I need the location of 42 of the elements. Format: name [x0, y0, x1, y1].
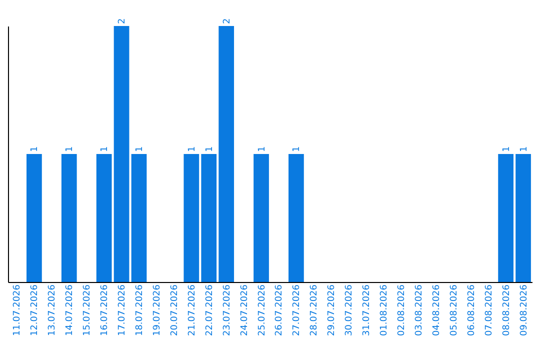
x-tick-label: 29.07.2026 [327, 284, 338, 336]
x-tick-label: 15.07.2026 [82, 284, 93, 336]
x-tick-label: 07.08.2026 [484, 284, 494, 336]
x-tick-label: 01.08.2026 [380, 284, 390, 336]
x-tick-label: 09.08.2026 [519, 284, 530, 336]
x-tick-label: 12.07.2026 [30, 284, 40, 336]
data-label: 2 [222, 18, 232, 24]
data-label: 1 [519, 146, 530, 152]
x-tick-label: 26.07.2026 [274, 284, 285, 336]
x-tick-label: 18.07.2026 [135, 284, 145, 336]
data-label: 1 [65, 146, 76, 152]
x-tick-label: 05.08.2026 [449, 284, 460, 336]
x-tick-label: 31.07.2026 [362, 284, 372, 336]
data-label: 1 [30, 146, 40, 152]
x-tick-label: 17.07.2026 [118, 284, 128, 336]
x-tick-label: 25.07.2026 [257, 284, 268, 336]
x-tick-label: 03.08.2026 [414, 284, 424, 336]
data-label: 1 [204, 146, 215, 152]
x-tick-label: 14.07.2026 [65, 284, 76, 336]
x-tick-label: 19.07.2026 [152, 284, 162, 336]
data-label: 1 [257, 146, 268, 152]
data-label: 1 [100, 146, 110, 152]
x-tick-label: 23.07.2026 [222, 284, 232, 336]
x-tick-label: 21.07.2026 [187, 284, 198, 336]
data-label: 1 [292, 146, 302, 152]
x-tick-label: 04.08.2026 [432, 284, 442, 336]
x-tick-label: 13.07.2026 [48, 284, 58, 336]
data-label: 1 [135, 146, 145, 152]
x-tick-label: 11.07.2026 [12, 284, 23, 336]
x-tick-label: 08.08.2026 [502, 284, 512, 336]
x-tick-label: 20.07.2026 [170, 284, 180, 336]
x-tick-label: 28.07.2026 [310, 284, 320, 336]
x-tick-label: 27.07.2026 [292, 284, 302, 336]
data-label: 1 [187, 146, 198, 152]
x-tick-label: 22.07.2026 [204, 284, 215, 336]
data-label: 2 [118, 18, 128, 24]
data-label: 1 [502, 146, 512, 152]
x-tick-label: 24.07.2026 [240, 284, 250, 336]
x-tick-label: 02.08.2026 [397, 284, 407, 336]
x-tick-label: 30.07.2026 [344, 284, 355, 336]
x-tick-label: 06.08.2026 [466, 284, 477, 336]
x-tick-label: 16.07.2026 [100, 284, 110, 336]
